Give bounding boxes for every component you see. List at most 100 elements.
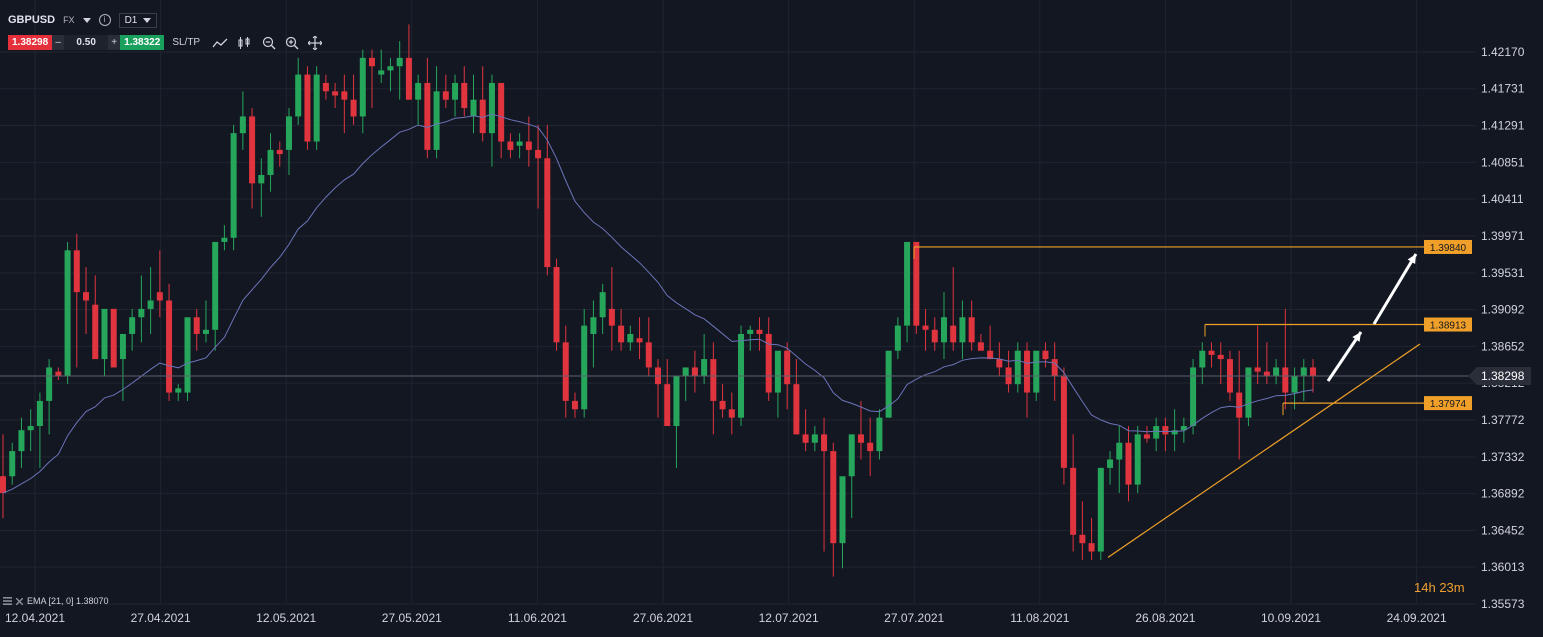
candle [1208,350,1215,355]
current-price-tag [1468,366,1531,385]
candle [119,333,126,360]
x-tick-label: 27.07.2021 [884,611,944,625]
candle [673,375,680,427]
candle [701,359,708,376]
countdown-hours: 14h [1414,580,1436,595]
chevron-down-icon [143,17,152,23]
y-tick-label: 1.40851 [1481,155,1525,169]
candle [996,359,1003,368]
y-tick-label: 1.36452 [1481,523,1525,537]
candle [1217,354,1224,360]
candle [876,417,883,452]
candle [55,371,62,376]
candle [295,74,302,117]
candle [1300,367,1307,376]
line-chart-icon[interactable] [212,37,228,49]
level-label: 1.38913 [1430,321,1467,332]
x-tick-label: 10.09.2021 [1261,611,1321,625]
candle [747,329,754,334]
candle [1042,350,1049,360]
candle [396,57,403,67]
y-tick-label: 1.40411 [1481,192,1524,206]
candle [535,149,542,159]
candle [83,292,90,301]
candle [830,451,837,544]
zoom-in-icon[interactable] [285,36,299,50]
candle [636,338,643,343]
increase-quantity-button[interactable]: + [108,35,121,50]
candle [415,82,422,100]
candle [212,241,219,330]
candle [1171,430,1178,435]
candle [1070,467,1077,535]
candle [1060,375,1067,468]
candle [1125,442,1132,485]
candle [46,367,53,401]
candle [1033,350,1040,393]
candle [1051,359,1058,376]
arrow-up [1326,331,1363,382]
candle [1273,367,1280,376]
candle [1180,426,1187,431]
x-tick-label: 27.06.2021 [633,611,693,625]
sell-button[interactable]: 1.38298 [8,35,53,50]
candle [544,158,551,268]
candle [461,82,468,109]
market-type: FX [63,15,75,25]
candle [691,367,698,376]
candlestick-icon[interactable] [237,36,253,50]
y-tick-label: 1.41731 [1481,82,1525,96]
y-tick-label: 1.39092 [1481,303,1525,317]
candle [1014,350,1021,385]
zoom-out-icon[interactable] [262,36,276,50]
arrow-up-head [1352,332,1361,342]
close-icon[interactable] [16,597,23,605]
settings-icon[interactable] [3,597,12,605]
candle [793,384,800,435]
candle [645,342,652,368]
candle [230,133,237,238]
x-tick-label: 12.04.2021 [5,611,65,625]
candle [1107,459,1114,468]
symbol-name[interactable]: GBPUSD [8,14,56,26]
decrease-quantity-button[interactable]: – [52,35,65,50]
candle [147,300,154,309]
arrow-up [1372,253,1418,325]
candle [73,250,80,293]
candle [129,317,136,334]
trendline [1107,343,1421,558]
quantity-input[interactable]: 0.50 [64,35,109,50]
candle [553,267,560,343]
timeframe-select[interactable]: D1 [118,12,158,28]
candle [332,91,339,96]
candle [276,149,283,155]
x-tick-label: 27.05.2021 [382,611,442,625]
candle [599,292,606,318]
sltp-button[interactable]: SL/TP [172,37,201,48]
candle [239,116,246,134]
y-tick-label: 1.41291 [1481,119,1525,133]
chevron-down-icon[interactable] [82,17,91,23]
y-tick-label: 1.35573 [1481,597,1525,611]
candle [774,350,781,393]
candle [525,141,532,150]
candle [590,317,597,334]
candle [839,476,846,544]
candle [516,141,523,146]
y-tick-label: 1.37332 [1481,450,1525,464]
countdown-minutes: 23m [1439,580,1465,595]
candle [267,149,274,176]
buy-button[interactable]: 1.38322 [120,35,165,50]
crosshair-move-icon[interactable] [308,35,323,50]
chart-tools [212,35,323,50]
x-tick-label: 26.08.2021 [1135,611,1195,625]
candle [571,400,578,410]
candle [433,91,440,150]
candle [101,308,108,360]
info-icon[interactable]: i [98,14,111,26]
candle [1254,367,1261,372]
candle [359,57,366,117]
candle [848,434,855,477]
candle [507,141,514,150]
